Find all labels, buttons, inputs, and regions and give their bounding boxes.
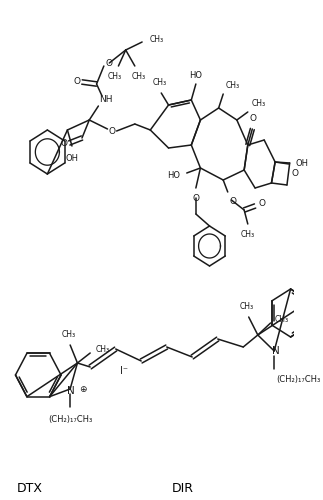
Text: DTX: DTX bbox=[16, 482, 42, 494]
Text: N: N bbox=[272, 346, 280, 356]
Text: HO: HO bbox=[167, 172, 180, 180]
Text: (CH₂)₁₇CH₃: (CH₂)₁₇CH₃ bbox=[276, 375, 320, 384]
Text: OH: OH bbox=[295, 160, 308, 168]
Text: CH₃: CH₃ bbox=[274, 314, 288, 324]
Text: I⁻: I⁻ bbox=[120, 366, 128, 376]
Text: O: O bbox=[193, 194, 199, 203]
Text: CH₃: CH₃ bbox=[131, 72, 146, 81]
Text: CH₃: CH₃ bbox=[226, 81, 240, 90]
Text: O: O bbox=[60, 138, 67, 147]
Text: CH₃: CH₃ bbox=[150, 36, 163, 44]
Text: O: O bbox=[106, 58, 113, 68]
Text: CH₃: CH₃ bbox=[241, 230, 255, 239]
Text: OH: OH bbox=[66, 154, 78, 163]
Text: CH₃: CH₃ bbox=[152, 78, 166, 87]
Text: CH₃: CH₃ bbox=[96, 344, 110, 354]
Text: HO: HO bbox=[189, 71, 203, 80]
Text: NH: NH bbox=[99, 96, 112, 104]
Text: DIR: DIR bbox=[171, 482, 193, 494]
Text: CH₃: CH₃ bbox=[108, 72, 122, 81]
Text: O: O bbox=[109, 128, 116, 136]
Text: N: N bbox=[67, 386, 75, 396]
Text: CH₃: CH₃ bbox=[61, 330, 75, 339]
Text: CH₃: CH₃ bbox=[240, 302, 254, 311]
Text: O: O bbox=[230, 197, 236, 206]
Text: O: O bbox=[73, 78, 80, 86]
Text: O: O bbox=[259, 200, 266, 208]
Text: O: O bbox=[250, 114, 257, 123]
Text: CH₃: CH₃ bbox=[251, 99, 266, 108]
Text: ⊕: ⊕ bbox=[79, 384, 87, 394]
Text: (CH₂)₁₇CH₃: (CH₂)₁₇CH₃ bbox=[48, 415, 92, 424]
Text: O: O bbox=[292, 170, 298, 178]
